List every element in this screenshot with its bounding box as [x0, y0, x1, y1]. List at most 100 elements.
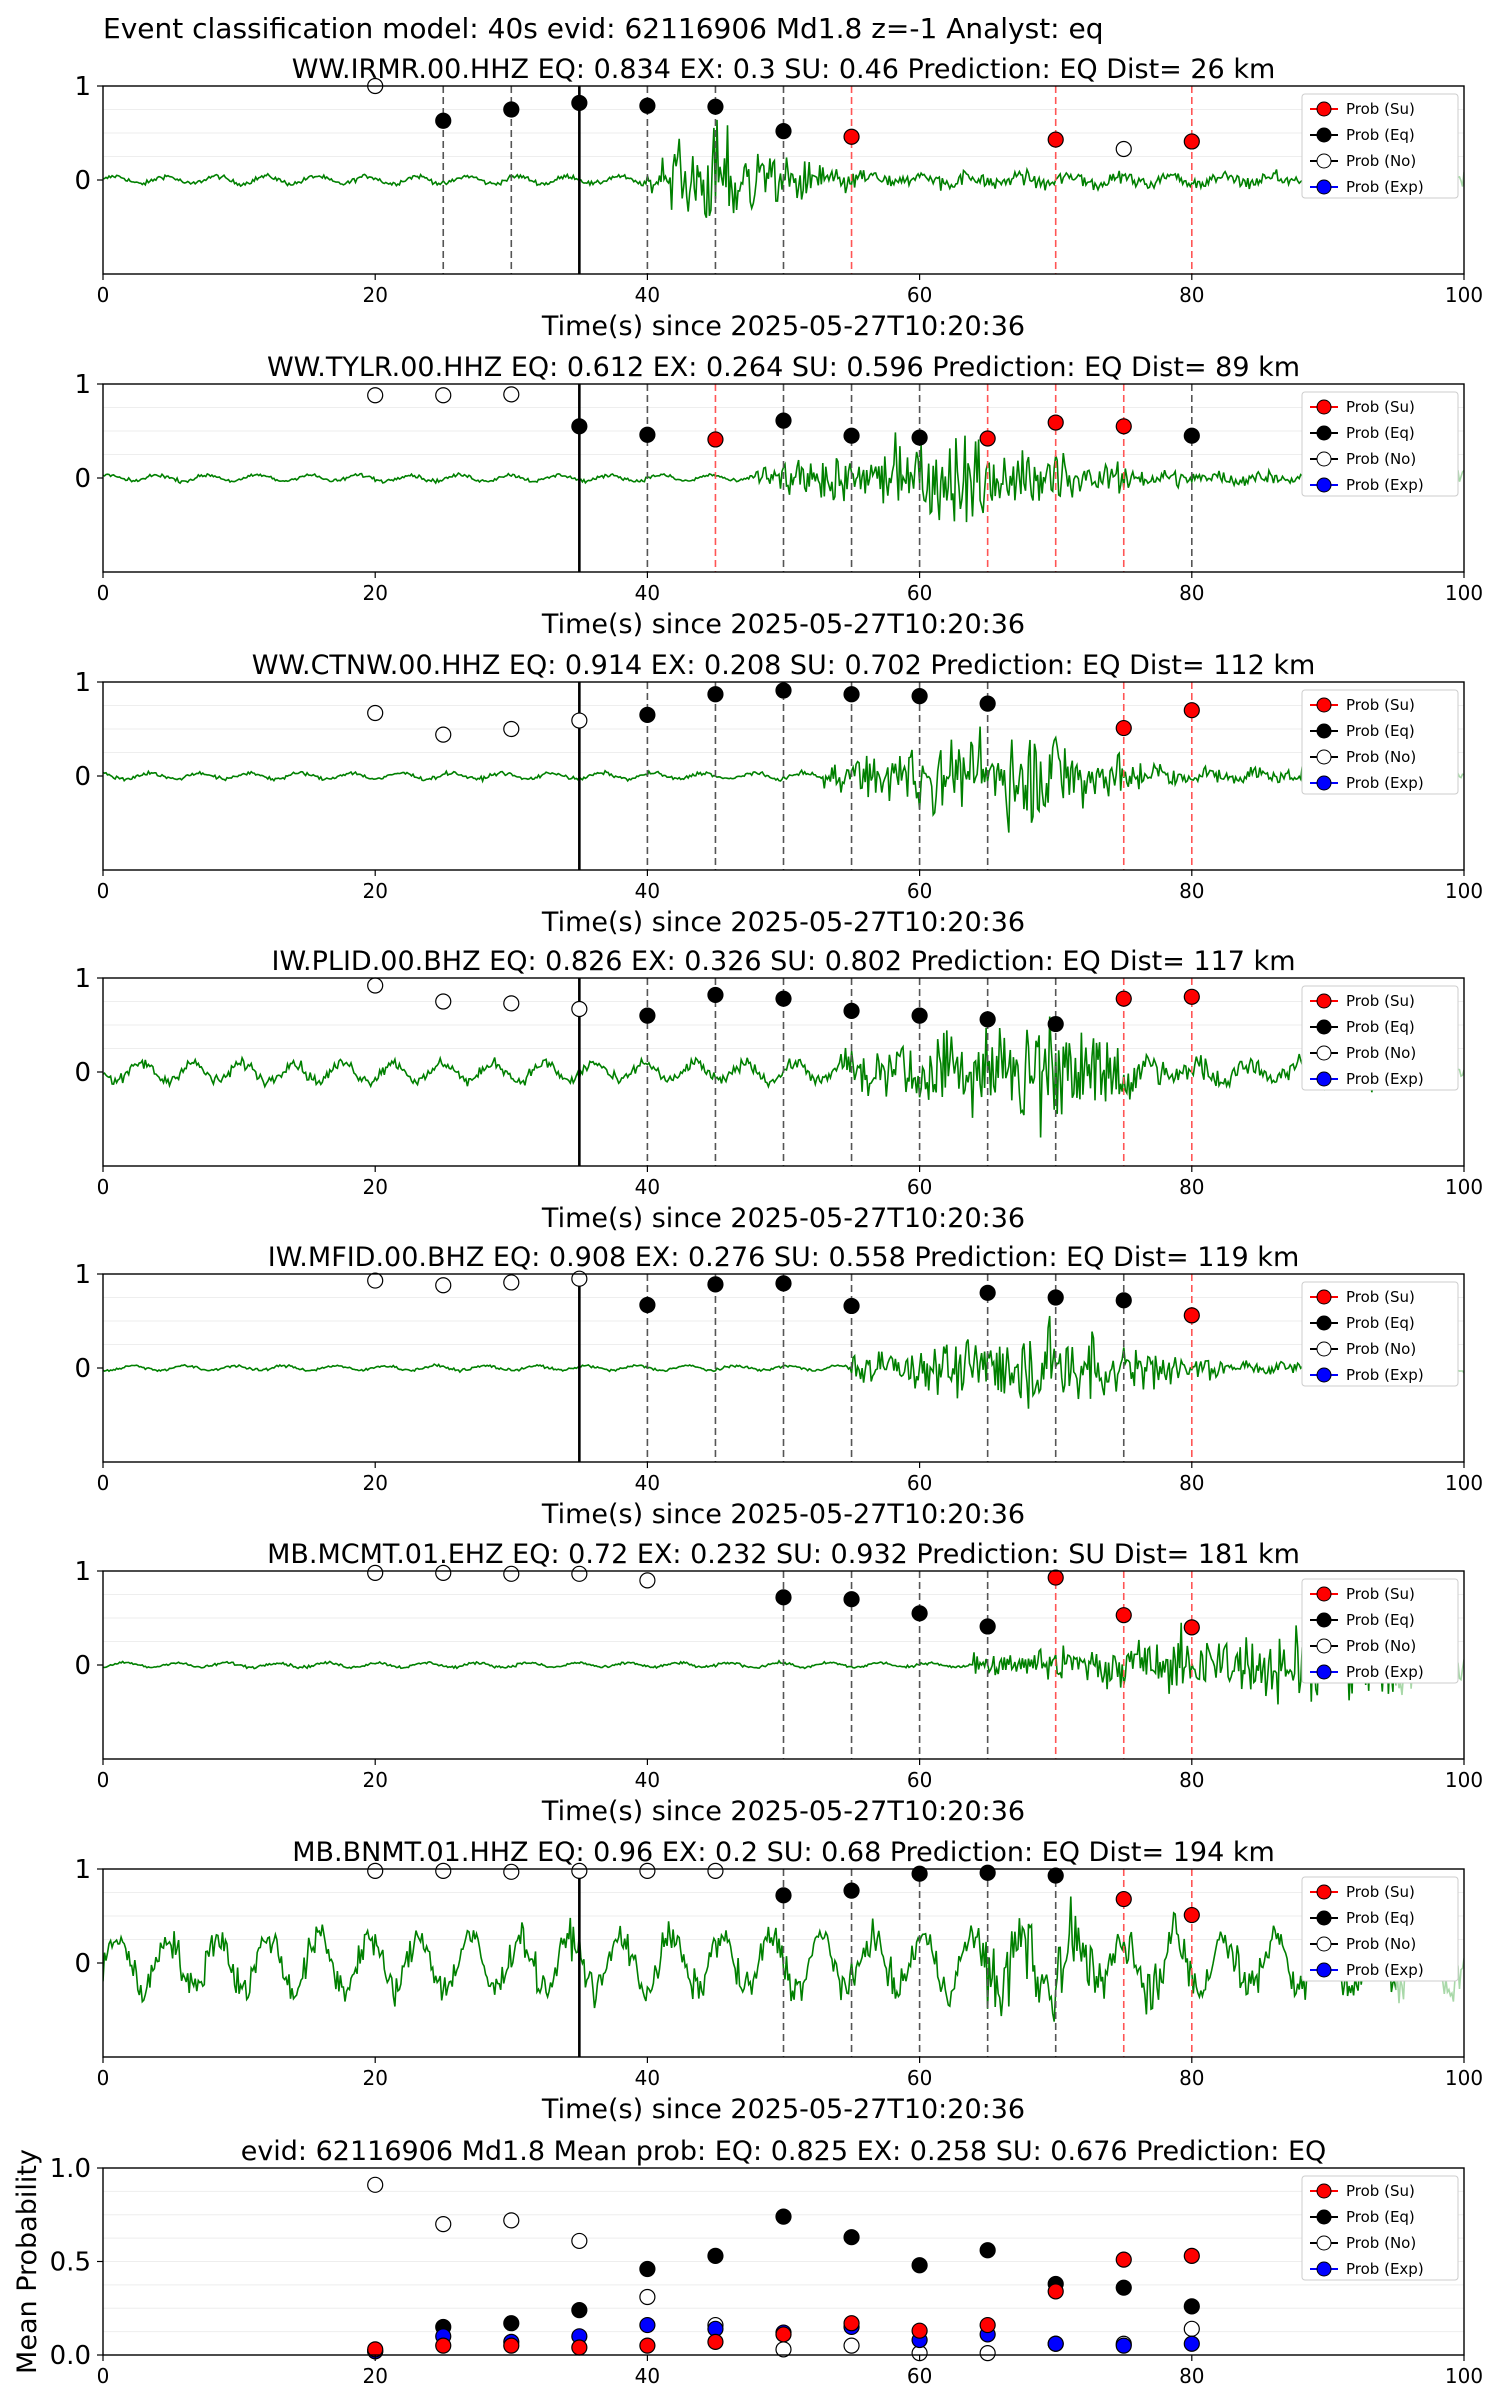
- legend-label-no: Prob (No): [1346, 748, 1416, 766]
- legend-marker-exp: [1316, 2261, 1332, 2277]
- prob-point-no: [435, 726, 452, 743]
- x-tick-label: 20: [362, 1471, 387, 1495]
- prob-point-su: [979, 430, 996, 447]
- legend-label-eq: Prob (Eq): [1346, 1611, 1415, 1629]
- legend-label-exp: Prob (Exp): [1346, 774, 1424, 792]
- y-tick-label: 0: [74, 166, 91, 196]
- legend-marker-no: [1316, 1638, 1332, 1654]
- mean-prob-point-no: [571, 2232, 588, 2250]
- prob-point-no: [367, 977, 384, 994]
- mean-prob-point-no: [843, 2337, 860, 2354]
- legend-marker-no: [1316, 2235, 1332, 2251]
- legend-label-eq: Prob (Eq): [1346, 424, 1415, 442]
- legend-box: [1301, 1281, 1459, 1387]
- legend-marker-su: [1316, 399, 1332, 415]
- mean-prob-point-eq: [571, 2302, 588, 2319]
- x-tick-label: 20: [362, 1768, 387, 1792]
- legend-label-su: Prob (Su): [1346, 398, 1415, 416]
- legend-label-exp: Prob (Exp): [1346, 1961, 1424, 1979]
- mean-prob-point-eq: [843, 2229, 860, 2246]
- mean-prob-point-su: [571, 2339, 588, 2356]
- x-tick-label: 40: [635, 1768, 660, 1792]
- prob-point-eq: [639, 426, 656, 443]
- x-tick-label: 60: [907, 1175, 932, 1199]
- prob-point-eq: [639, 97, 656, 114]
- panels-container: WW.IRMR.00.HHZ EQ: 0.834 EX: 0.3 SU: 0.4…: [12, 54, 1483, 2388]
- prob-point-eq: [1115, 1292, 1132, 1309]
- y-tick-label: 1.0: [50, 2154, 91, 2184]
- x-tick-label: 20: [362, 2066, 387, 2090]
- legend-marker-eq: [1316, 1910, 1332, 1926]
- prob-point-no: [639, 1572, 656, 1589]
- x-tick-label: 100: [1445, 879, 1483, 903]
- x-tick-label: 80: [1179, 283, 1204, 307]
- x-tick-label: 40: [635, 2066, 660, 2090]
- panel-3: WW.CTNW.00.HHZ EQ: 0.914 EX: 0.208 SU: 0…: [74, 650, 1483, 938]
- prob-point-eq: [911, 687, 928, 705]
- prob-point-no: [571, 1565, 588, 1582]
- x-tick-label: 80: [1179, 581, 1204, 605]
- panel-7: MB.BNMT.01.HHZ EQ: 0.96 EX: 0.2 SU: 0.68…: [74, 1837, 1483, 2125]
- mean-prob-point-eq: [979, 2242, 996, 2259]
- panel-6: MB.MCMT.01.EHZ EQ: 0.72 EX: 0.232 SU: 0.…: [74, 1539, 1483, 1827]
- prob-point-eq: [571, 94, 588, 112]
- x-tick-label: 60: [907, 581, 932, 605]
- legend-label-su: Prob (Su): [1346, 1585, 1415, 1603]
- y-tick-label: 1: [74, 964, 91, 994]
- prob-point-no: [571, 1000, 588, 1018]
- legend-marker-eq: [1316, 127, 1332, 143]
- prob-point-eq: [843, 1002, 860, 1020]
- x-tick-label: 100: [1445, 1471, 1483, 1495]
- legend-marker-su: [1316, 993, 1332, 1009]
- legend-marker-eq: [1316, 1315, 1332, 1331]
- x-tick-label: 100: [1445, 581, 1483, 605]
- legend-marker-eq: [1316, 1019, 1332, 1035]
- prob-point-eq: [775, 1887, 792, 1904]
- legend-marker-exp: [1316, 1071, 1332, 1087]
- prob-point-su: [1183, 702, 1200, 719]
- legend-marker-no: [1316, 749, 1332, 765]
- mean-prob-point-su: [1183, 2247, 1200, 2264]
- legend-label-su: Prob (Su): [1346, 1288, 1415, 1306]
- legend-marker-eq: [1316, 723, 1332, 739]
- x-tick-label: 20: [362, 2364, 387, 2388]
- panel-8: evid: 62116906 Md1.8 Mean prob: EQ: 0.82…: [12, 2136, 1483, 2388]
- x-tick-label: 20: [362, 1175, 387, 1199]
- prob-point-no: [1115, 140, 1132, 158]
- x-axis-label: Time(s) since 2025-05-27T10:20:36: [541, 907, 1025, 938]
- panel-title: WW.TYLR.00.HHZ EQ: 0.612 EX: 0.264 SU: 0…: [267, 352, 1300, 383]
- legend-marker-exp: [1316, 1367, 1332, 1383]
- legend-marker-su: [1316, 1586, 1332, 1602]
- panel-title: IW.PLID.00.BHZ EQ: 0.826 EX: 0.326 SU: 0…: [272, 946, 1296, 977]
- prob-point-no: [435, 1564, 452, 1581]
- legend-label-no: Prob (No): [1346, 450, 1416, 468]
- x-tick-label: 100: [1445, 1175, 1483, 1199]
- prob-point-eq: [775, 412, 792, 429]
- x-tick-label: 100: [1445, 1768, 1483, 1792]
- y-tick-label: 1: [74, 370, 91, 400]
- x-tick-label: 0: [97, 1471, 110, 1495]
- mean-prob-point-exp: [1047, 2335, 1064, 2352]
- legend-label-no: Prob (No): [1346, 1340, 1416, 1358]
- legend-label-exp: Prob (Exp): [1346, 1366, 1424, 1384]
- mean-prob-point-su: [1047, 2283, 1064, 2300]
- legend-label-su: Prob (Su): [1346, 992, 1415, 1010]
- y-tick-label: 0: [74, 762, 91, 792]
- mean-prob-point-su: [707, 2333, 724, 2351]
- mean-prob-point-eq: [639, 2260, 656, 2278]
- y-tick-label: 1: [74, 668, 91, 698]
- prob-point-eq: [707, 986, 724, 1004]
- mean-prob-point-exp: [1115, 2337, 1132, 2354]
- legend-marker-eq: [1316, 1612, 1332, 1628]
- legend-box: [1301, 1578, 1459, 1684]
- prob-point-eq: [1047, 1867, 1064, 1884]
- legend-marker-no: [1316, 1045, 1332, 1061]
- x-axis-label: Time(s) since 2025-05-27T10:20:36: [541, 2094, 1025, 2125]
- mean-prob-point-eq: [1115, 2279, 1132, 2296]
- panel-2: WW.TYLR.00.HHZ EQ: 0.612 EX: 0.264 SU: 0…: [74, 352, 1483, 640]
- prob-point-eq: [775, 990, 792, 1007]
- x-tick-label: 60: [907, 1768, 932, 1792]
- prob-point-no: [707, 1862, 724, 1879]
- panel-title: IW.MFID.00.BHZ EQ: 0.908 EX: 0.276 SU: 0…: [268, 1242, 1300, 1273]
- prob-point-no: [435, 1277, 452, 1294]
